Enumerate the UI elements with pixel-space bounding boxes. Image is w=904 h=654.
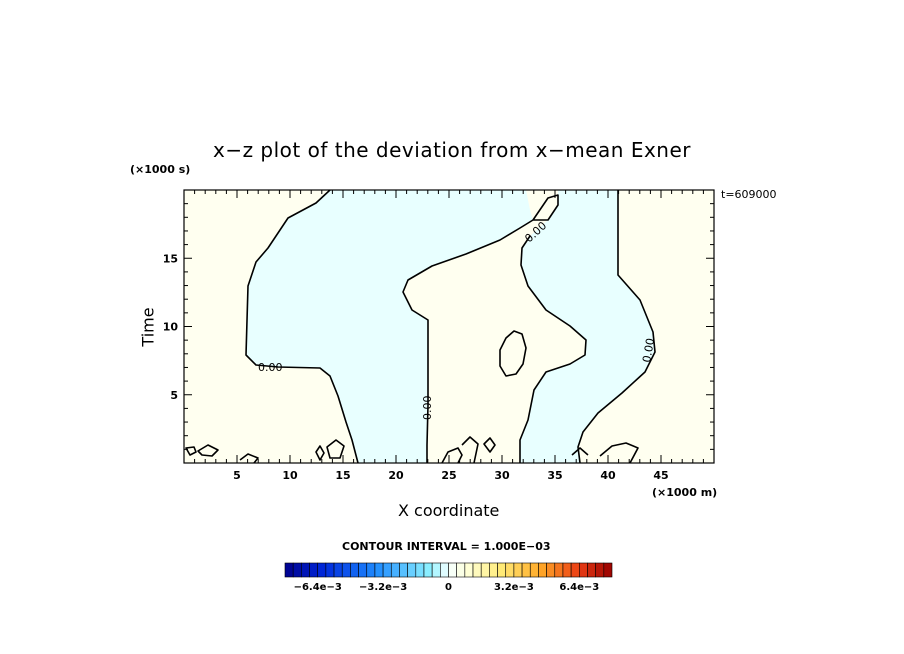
negative-region-left xyxy=(243,190,533,463)
colorbar-cell xyxy=(570,562,580,578)
colorbar-cell xyxy=(423,562,433,578)
x-axis-multiplier: (×1000 m) xyxy=(652,486,718,499)
colorbar-cell xyxy=(529,562,539,578)
time-stamp: t=609000 xyxy=(721,188,777,201)
colorbar-cell xyxy=(440,562,449,578)
positive-island xyxy=(500,331,526,376)
colorbar-cell xyxy=(497,562,507,578)
x-tick-label: 40 xyxy=(600,469,616,482)
colorbar-tick-label: −3.2e−3 xyxy=(359,582,407,593)
contour-line-center xyxy=(519,235,587,463)
colorbar-cell xyxy=(292,562,302,578)
colorbar-cell xyxy=(390,562,400,578)
colorbar-cell xyxy=(309,562,318,578)
colorbar-tick-label: −6.4e−3 xyxy=(294,582,342,593)
colorbar-cell xyxy=(431,562,441,578)
colorbar-cell xyxy=(464,562,474,578)
contour-small-5 xyxy=(326,439,345,459)
x-axis-label: X coordinate xyxy=(398,501,500,520)
colorbar-cell xyxy=(358,562,368,578)
x-tick-label: 35 xyxy=(547,469,562,482)
colorbar-cell xyxy=(333,562,343,578)
colorbar-cell xyxy=(603,562,613,578)
colorbar-cell xyxy=(480,562,490,578)
colorbar-cell xyxy=(350,562,359,578)
chart-title: x−z plot of the deviation from x−mean Ex… xyxy=(212,138,691,162)
colorbar-cell xyxy=(284,562,294,578)
colorbar-cell xyxy=(448,562,457,578)
contour-small-1 xyxy=(185,446,197,456)
contour-small-2 xyxy=(197,444,219,457)
colorbar-cell xyxy=(399,562,408,578)
colorbar-cell xyxy=(472,562,482,578)
x-tick-label: 10 xyxy=(282,469,298,482)
colorbar-cell xyxy=(407,562,417,578)
x-tick-label: 5 xyxy=(233,469,241,482)
x-tick-label: 30 xyxy=(494,469,510,482)
colorbar-cell xyxy=(587,562,596,578)
x-tick-label: 15 xyxy=(335,469,350,482)
y-axis-multiplier: (×1000 s) xyxy=(130,163,191,176)
colorbar-tick-label: 3.2e−3 xyxy=(494,582,534,593)
colorbar-cell xyxy=(301,562,310,578)
colorbar-cell xyxy=(578,562,588,578)
colorbar-cell xyxy=(366,562,376,578)
x-tick-label: 20 xyxy=(388,469,404,482)
colorbar-cell xyxy=(456,562,466,578)
contour-line-left xyxy=(245,189,359,464)
contour-interval-label: CONTOUR INTERVAL = 1.000E−03 xyxy=(342,540,551,553)
y-tick-label: 5 xyxy=(170,389,178,402)
colorbar-cell xyxy=(554,562,564,578)
colorbar-cell xyxy=(595,562,605,578)
x-axis-ticks: 5 10 15 20 25 30 35 40 45 xyxy=(183,190,715,482)
contour-label-right: 0.00 xyxy=(640,337,657,363)
colorbar-cell xyxy=(317,562,327,578)
contour-small-3 xyxy=(239,453,259,464)
y-axis-ticks: 5 10 15 xyxy=(163,189,714,464)
contour-label-left: 0.00 xyxy=(258,361,283,374)
contour-label-middle: 0.00 xyxy=(421,396,434,421)
colorbar-cell xyxy=(415,562,425,578)
colorbar-tick-label: 6.4e−3 xyxy=(559,582,599,593)
contour-small-9 xyxy=(571,447,589,456)
colorbar-cell xyxy=(505,562,515,578)
contour-small-7 xyxy=(461,436,479,464)
contour-small-10 xyxy=(599,442,639,464)
contour-line-right xyxy=(577,190,656,464)
contour-small-6 xyxy=(441,447,463,464)
colorbar-cell xyxy=(489,562,498,578)
contour-island xyxy=(499,330,527,377)
contour-small-4 xyxy=(315,445,325,461)
colorbar-cell xyxy=(325,562,335,578)
colorbar-labels: −6.4e−3 −3.2e−3 0 3.2e−3 6.4e−3 xyxy=(294,582,600,593)
colorbar-cell xyxy=(538,562,547,578)
y-tick-label: 10 xyxy=(163,321,179,334)
colorbar-tick-label: 0 xyxy=(445,582,452,593)
y-tick-label: 15 xyxy=(163,252,178,265)
contour-line-middle xyxy=(402,194,559,463)
colorbar-cell xyxy=(382,562,392,578)
colorbar-cell xyxy=(341,562,351,578)
contour-small-8 xyxy=(483,437,496,453)
colorbar xyxy=(284,562,613,578)
negative-region-right xyxy=(520,190,655,463)
colorbar-cell xyxy=(546,562,556,578)
x-tick-label: 45 xyxy=(653,469,668,482)
x-tick-label: 25 xyxy=(441,469,456,482)
colorbar-cell xyxy=(562,562,572,578)
plot-area xyxy=(184,189,714,464)
colorbar-cell xyxy=(374,562,384,578)
colorbar-cell xyxy=(513,562,523,578)
colorbar-cell xyxy=(521,562,531,578)
